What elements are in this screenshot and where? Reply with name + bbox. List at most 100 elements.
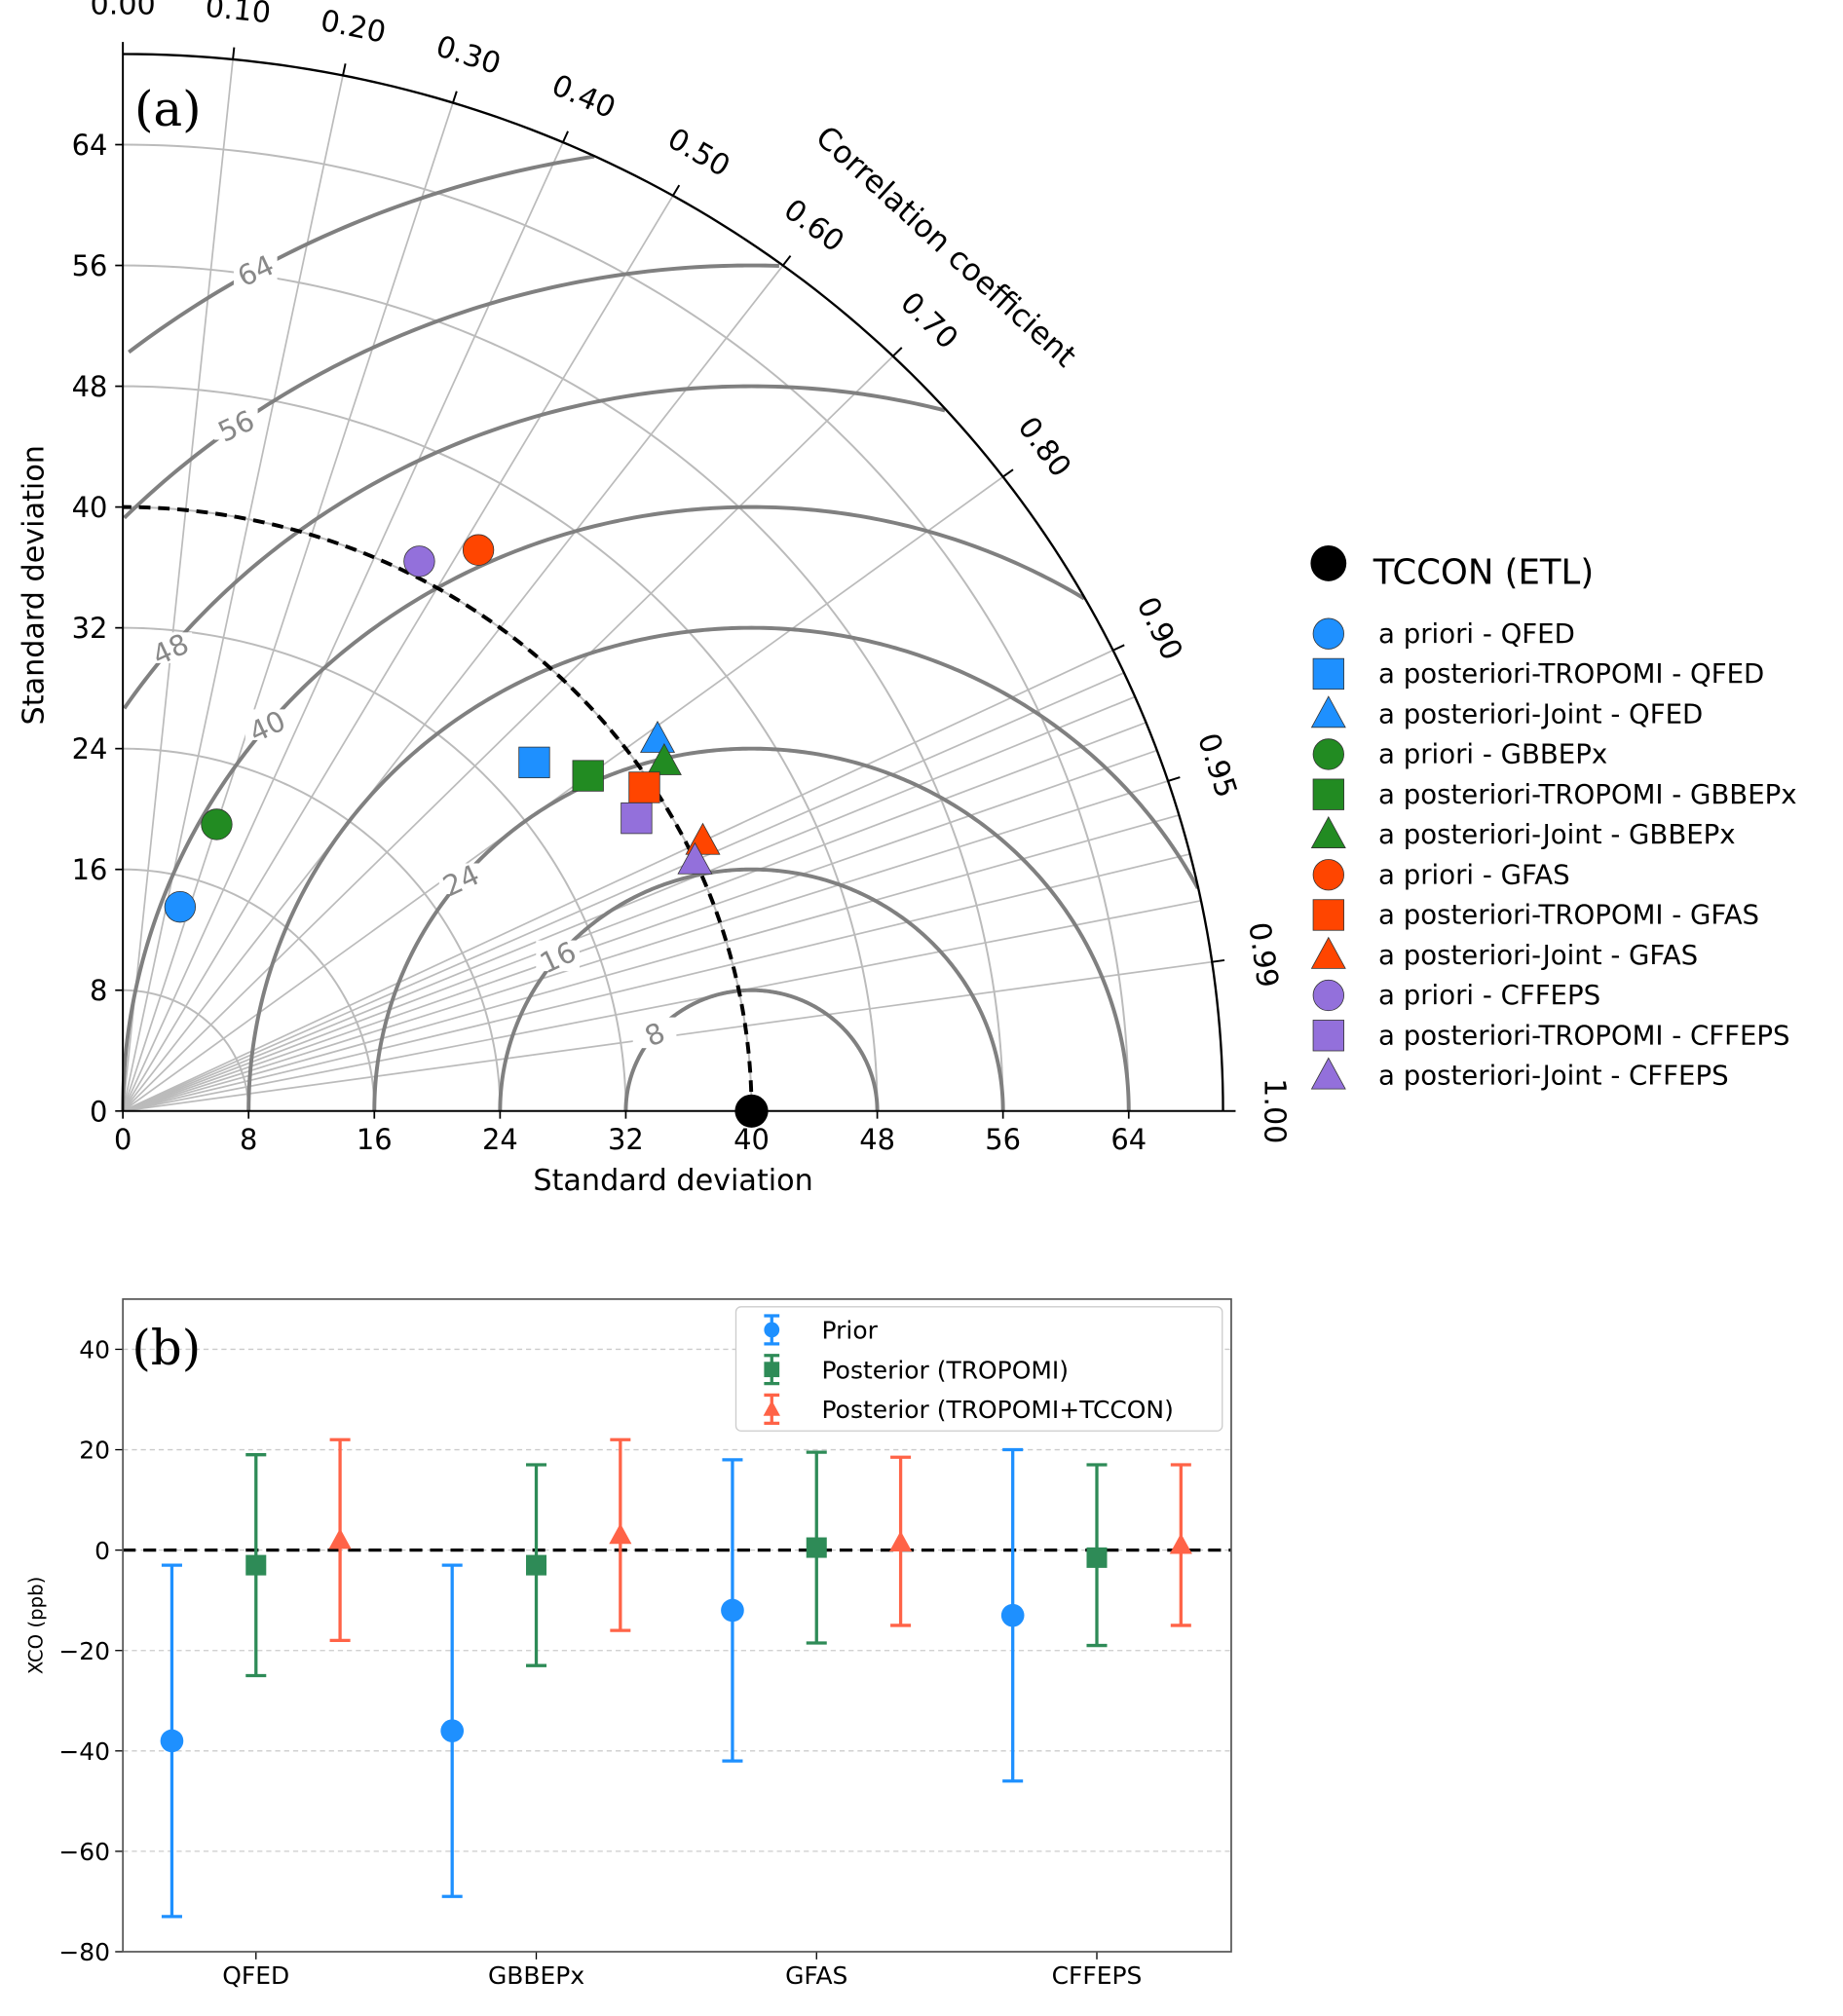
correlation-line (122, 195, 674, 1112)
rms-contour (498, 867, 1005, 1111)
correlation-tick-label: 0.80 (1011, 411, 1077, 484)
data-point (403, 545, 435, 578)
correlation-tick (1002, 468, 1014, 478)
correlation-line (122, 265, 784, 1112)
correlation-tick-label: 0.60 (777, 193, 850, 259)
correlation-tick (232, 47, 236, 60)
data-point (164, 891, 197, 923)
y-tick-label: 40 (79, 1336, 110, 1364)
correlation-tick (671, 184, 681, 197)
data-point (440, 1719, 465, 1743)
x-tick-label: CFFEPS (1052, 1961, 1143, 1990)
x-tick-label: 16 (357, 1123, 393, 1156)
legend-marker (1312, 859, 1344, 891)
rms-label-bg (632, 1017, 677, 1049)
legend-marker (1310, 816, 1346, 848)
data-point (572, 760, 604, 792)
data-point (628, 771, 660, 803)
legend-label: a priori - QFED (1378, 617, 1575, 650)
legend-label: Prior (822, 1317, 879, 1345)
correlation-tick-label: 0.20 (318, 4, 389, 51)
x-tick-label: GBBEPx (488, 1961, 584, 1990)
data-point (1169, 1533, 1192, 1554)
data-point (640, 720, 676, 753)
legend-marker (1310, 936, 1346, 969)
correlation-tick-label: 0.90 (1130, 592, 1189, 666)
x-tick-label: 24 (482, 1123, 518, 1156)
legend-marker (1312, 617, 1344, 650)
legend-frame (734, 1306, 1223, 1432)
data-point (201, 808, 233, 840)
std-arc (123, 747, 502, 1111)
legend-label: a posteriori-TROPOMI - QFED (1378, 657, 1764, 690)
y-tick-label: −80 (58, 1938, 110, 1966)
y-tick-label: 0 (90, 1095, 107, 1128)
y-axis-label: Standard deviation (18, 445, 52, 725)
legend-marker (1312, 899, 1344, 931)
correlation-tick-label: 0.00 (91, 0, 156, 21)
legend: Prior Posterior (TROPOMI) Posterior (TROPO… (734, 1306, 1223, 1432)
rms-label-bg (536, 940, 580, 972)
correlation-tick-label: 0.10 (204, 0, 272, 30)
rms-label-bg (438, 863, 483, 895)
rms-label-bg (233, 253, 278, 285)
reference-std-arc (123, 504, 754, 1111)
std-arc (123, 385, 879, 1111)
y-tick-label: 56 (72, 249, 108, 282)
data-point (526, 1554, 547, 1576)
legend-label: Posterior (TROPOMI) (822, 1356, 1069, 1384)
data-point (160, 1729, 184, 1753)
legend-label: a priori - CFFEPS (1378, 979, 1600, 1011)
y-tick-label: −40 (58, 1737, 110, 1766)
std-arc (123, 264, 1004, 1111)
legend-marker (1310, 695, 1346, 728)
y-tick-label: 8 (90, 974, 107, 1007)
correlation-tick (782, 255, 792, 267)
legend-label: a priori - GFAS (1378, 858, 1570, 890)
legend-label: Posterior (TROPOMI+TCCON) (822, 1396, 1174, 1424)
correlation-tick-label: 0.50 (661, 122, 735, 184)
legend-label: a posteriori-Joint - GFAS (1378, 939, 1698, 971)
legend-label: a posteriori-Joint - GBBEPx (1378, 818, 1736, 850)
legend-marker (1310, 1057, 1346, 1090)
reference-point (734, 1094, 769, 1128)
correlation-tick (1212, 958, 1225, 963)
correlation-tick-label: 0.30 (432, 29, 505, 82)
correlation-tick-label: 0.99 (1241, 920, 1284, 990)
panel-label: (a) (134, 81, 202, 137)
rms-contour (122, 384, 946, 710)
y-tick-label: 24 (72, 732, 108, 765)
rms-label-bg (148, 632, 193, 663)
plot-frame (122, 1298, 1232, 1953)
std-arc (123, 868, 376, 1111)
legend-label: a posteriori-Joint - CFFEPS (1378, 1060, 1729, 1092)
outer-arc (123, 53, 1224, 1111)
y-tick-label: 64 (72, 129, 108, 162)
x-tick-label: 56 (985, 1123, 1021, 1156)
x-tick-label: 48 (859, 1123, 895, 1156)
correlation-line (122, 780, 1169, 1112)
data-point (646, 742, 682, 775)
data-point (621, 802, 653, 835)
legend-marker (1312, 657, 1344, 691)
correlation-tick (562, 131, 569, 143)
correlation-line (122, 355, 894, 1112)
data-point (889, 1530, 913, 1551)
y-tick-label: 32 (72, 612, 108, 645)
correlation-tick (452, 91, 458, 103)
x-axis-label: Standard deviation (533, 1164, 812, 1198)
x-tick-label: 40 (733, 1123, 770, 1156)
rms-contour (623, 988, 880, 1111)
correlation-line (122, 649, 1113, 1112)
correlation-line (122, 58, 234, 1111)
legend-label: a posteriori-Joint - QFED (1378, 697, 1703, 729)
data-point (462, 534, 495, 566)
x-tick-label: 0 (114, 1123, 132, 1156)
x-tick-label: 32 (608, 1123, 644, 1156)
y-axis-label: XCO (ppb) (24, 1577, 47, 1674)
data-point (245, 1554, 267, 1576)
std-arc (123, 143, 1130, 1111)
correlation-tick-label: 0.95 (1190, 729, 1243, 803)
y-tick-label: 40 (72, 491, 108, 524)
